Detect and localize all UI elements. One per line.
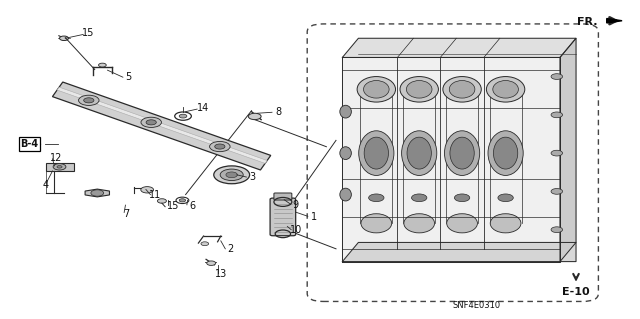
Text: 11: 11 xyxy=(148,190,161,200)
Text: 1: 1 xyxy=(310,212,317,222)
Ellipse shape xyxy=(404,214,435,233)
Circle shape xyxy=(179,199,186,202)
Circle shape xyxy=(551,150,563,156)
Circle shape xyxy=(53,164,66,170)
Circle shape xyxy=(551,74,563,79)
Ellipse shape xyxy=(340,105,351,118)
Polygon shape xyxy=(85,189,109,197)
Ellipse shape xyxy=(493,137,518,169)
Polygon shape xyxy=(560,38,576,262)
Polygon shape xyxy=(52,82,271,170)
Text: 5: 5 xyxy=(125,71,131,82)
Circle shape xyxy=(201,242,209,246)
Circle shape xyxy=(498,194,513,202)
Polygon shape xyxy=(46,163,74,171)
Ellipse shape xyxy=(406,81,432,98)
Text: 15: 15 xyxy=(166,201,179,211)
Text: 8: 8 xyxy=(275,107,282,117)
Ellipse shape xyxy=(357,77,396,102)
Ellipse shape xyxy=(364,137,388,169)
Circle shape xyxy=(454,194,470,202)
Ellipse shape xyxy=(340,188,351,201)
Circle shape xyxy=(99,63,106,67)
Text: SNF4E0310: SNF4E0310 xyxy=(452,301,501,310)
Text: 10: 10 xyxy=(290,225,303,235)
FancyBboxPatch shape xyxy=(307,24,598,301)
Text: 6: 6 xyxy=(189,201,195,211)
Text: 14: 14 xyxy=(197,103,210,114)
Circle shape xyxy=(551,189,563,194)
Ellipse shape xyxy=(447,214,477,233)
Text: E-10: E-10 xyxy=(562,287,590,297)
Ellipse shape xyxy=(361,214,392,233)
Circle shape xyxy=(57,166,62,168)
Circle shape xyxy=(412,194,427,202)
Ellipse shape xyxy=(443,77,481,102)
Text: 7: 7 xyxy=(123,209,129,219)
Polygon shape xyxy=(57,87,267,163)
Ellipse shape xyxy=(340,147,351,160)
Ellipse shape xyxy=(486,77,525,102)
Circle shape xyxy=(79,95,99,106)
Circle shape xyxy=(551,227,563,233)
Circle shape xyxy=(91,190,104,196)
Ellipse shape xyxy=(400,77,438,102)
Text: B-4: B-4 xyxy=(20,139,38,149)
Ellipse shape xyxy=(444,131,480,175)
Polygon shape xyxy=(342,57,560,262)
Circle shape xyxy=(226,172,237,178)
Circle shape xyxy=(209,141,230,152)
Polygon shape xyxy=(342,38,576,57)
Text: 2: 2 xyxy=(227,244,234,255)
FancyBboxPatch shape xyxy=(274,193,292,200)
Circle shape xyxy=(141,187,154,193)
Circle shape xyxy=(84,98,94,103)
Ellipse shape xyxy=(364,81,389,98)
Circle shape xyxy=(551,112,563,118)
Circle shape xyxy=(220,169,243,181)
Circle shape xyxy=(207,261,216,265)
Polygon shape xyxy=(342,242,576,262)
Polygon shape xyxy=(560,38,576,262)
Ellipse shape xyxy=(407,137,431,169)
Text: FR.: FR. xyxy=(577,17,598,27)
Ellipse shape xyxy=(449,81,475,98)
Ellipse shape xyxy=(450,137,474,169)
Text: 12: 12 xyxy=(50,153,63,163)
Circle shape xyxy=(60,36,68,41)
Polygon shape xyxy=(607,19,622,23)
Text: 3: 3 xyxy=(250,172,256,182)
FancyBboxPatch shape xyxy=(270,198,296,236)
Text: 15: 15 xyxy=(82,28,95,39)
Circle shape xyxy=(214,144,225,149)
Ellipse shape xyxy=(402,131,437,175)
Text: 4: 4 xyxy=(43,180,49,190)
Ellipse shape xyxy=(488,131,524,175)
Circle shape xyxy=(157,199,166,203)
Text: 9: 9 xyxy=(292,200,299,210)
Ellipse shape xyxy=(493,81,518,98)
Ellipse shape xyxy=(358,131,394,175)
Circle shape xyxy=(248,113,261,120)
Circle shape xyxy=(214,166,250,184)
Circle shape xyxy=(141,117,161,128)
Circle shape xyxy=(146,120,156,125)
Circle shape xyxy=(369,194,384,202)
Text: 13: 13 xyxy=(214,269,227,279)
Ellipse shape xyxy=(490,214,521,233)
Circle shape xyxy=(179,114,187,118)
